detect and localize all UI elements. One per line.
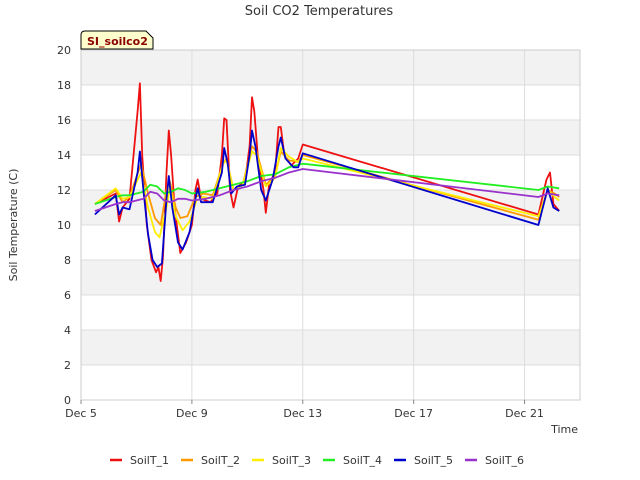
axes xyxy=(80,49,581,401)
legend: SoilT_1 SoilT_2 SoilT_3 SoilT_4 SoilT_5 SoilT… xyxy=(110,454,524,467)
x-tick-label: Dec 9 xyxy=(176,407,208,420)
y-axis-label: Soil Temperature (C) xyxy=(7,169,20,282)
y-axis-ticks: 0 2 4 6 8 10 12 14 16 18 20 xyxy=(57,44,71,407)
series-line-soilt_6 xyxy=(94,168,560,212)
legend-label: SoilT_2 xyxy=(201,454,240,467)
chart-title: Soil CO2 Temperatures xyxy=(245,4,394,19)
grid-band xyxy=(81,260,580,295)
y-tick-label: 16 xyxy=(57,114,71,127)
grid-band xyxy=(81,120,580,155)
x-tick-label: Dec 17 xyxy=(394,407,433,420)
legend-label: SoilT_6 xyxy=(485,454,524,467)
y-tick-label: 6 xyxy=(64,289,71,302)
y-tick-label: 8 xyxy=(64,254,71,267)
site-badge-label: SI_soilco2 xyxy=(87,35,148,48)
grid-band xyxy=(81,330,580,365)
grid-band xyxy=(81,50,580,85)
y-tick-label: 20 xyxy=(57,44,71,57)
x-tick-label: Dec 5 xyxy=(65,407,97,420)
legend-label: SoilT_5 xyxy=(414,454,453,467)
plot-frame xyxy=(80,49,581,401)
y-tick-label: 12 xyxy=(57,184,71,197)
x-axis-label: Time xyxy=(550,423,578,436)
legend-label: SoilT_3 xyxy=(272,454,311,467)
y-tick-label: 10 xyxy=(57,219,71,232)
legend-label: SoilT_1 xyxy=(130,454,169,467)
legend-label: SoilT_4 xyxy=(343,454,382,467)
site-badge-box xyxy=(80,30,154,50)
y-tick-label: 4 xyxy=(64,324,71,337)
x-tick-label: Dec 21 xyxy=(505,407,544,420)
y-tick-label: 0 xyxy=(64,394,71,407)
y-tick-label: 2 xyxy=(64,359,71,372)
y-tick-label: 14 xyxy=(57,149,71,162)
series-lines xyxy=(94,82,560,282)
series-line-soilt_3 xyxy=(94,147,560,239)
x-axis-ticks: Dec 5 Dec 9 Dec 13 Dec 17 Dec 21 xyxy=(65,400,544,420)
x-tick-label: Dec 13 xyxy=(283,407,322,420)
site-badge: SI_soilco2 xyxy=(80,30,154,50)
y-tick-label: 18 xyxy=(57,79,71,92)
